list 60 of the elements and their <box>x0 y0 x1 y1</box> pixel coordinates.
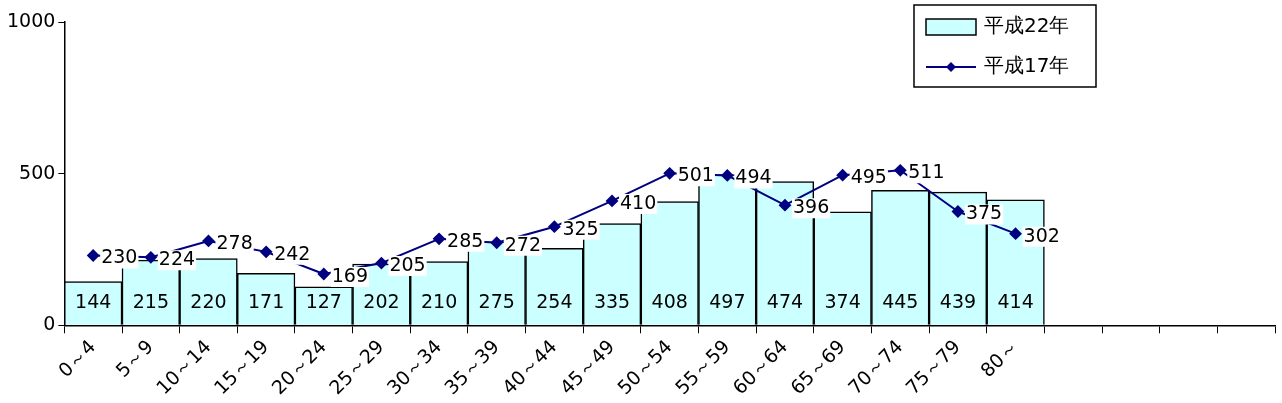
data-label: 224 <box>158 247 196 270</box>
point <box>87 249 100 262</box>
data-label: 215 <box>132 290 169 313</box>
data-label: 495 <box>850 165 887 188</box>
data-label: 285 <box>447 228 484 251</box>
data-label: 474 <box>766 290 804 313</box>
data-label: 275 <box>478 290 515 313</box>
data-label: 127 <box>305 290 342 313</box>
data-label: 439 <box>939 290 977 313</box>
data-label: 375 <box>965 201 1003 224</box>
point <box>144 251 157 264</box>
data-label: 278 <box>216 230 253 253</box>
legend-label: 平成22年 <box>984 13 1070 38</box>
x-tick-label: 0～4 <box>53 335 100 382</box>
data-label: 511 <box>908 160 945 183</box>
data-label: 302 <box>1023 223 1060 246</box>
point <box>721 169 734 182</box>
point <box>490 236 503 249</box>
data-label: 242 <box>274 241 311 264</box>
data-label: 230 <box>101 245 138 268</box>
legend-label: 平成17年 <box>984 53 1070 78</box>
x-tick-label: 75～79 <box>901 335 965 399</box>
data-label: 220 <box>190 290 227 313</box>
data-label: 445 <box>882 290 919 313</box>
point <box>894 164 907 177</box>
y-tick-label: 1000 <box>6 8 56 31</box>
data-label: 169 <box>331 263 369 286</box>
x-tick-label: 80～ <box>975 335 1022 382</box>
point <box>548 220 561 233</box>
x-tick-label: 25～29 <box>324 335 388 399</box>
data-label: 501 <box>677 163 714 186</box>
point <box>778 199 791 212</box>
data-label: 254 <box>536 290 573 313</box>
data-label: 210 <box>420 290 458 313</box>
data-label: 494 <box>735 165 772 188</box>
y-tick-label: 500 <box>19 160 56 183</box>
point <box>433 232 446 245</box>
point <box>1009 227 1022 240</box>
point <box>951 205 964 218</box>
y-tick-label: 0 <box>43 312 56 335</box>
data-label: 202 <box>363 290 400 313</box>
point <box>202 234 215 247</box>
data-label: 205 <box>389 253 426 276</box>
data-label: 171 <box>248 290 285 313</box>
data-label: 272 <box>504 232 541 255</box>
data-label: 335 <box>593 290 631 313</box>
point <box>260 245 273 258</box>
data-label: 396 <box>792 195 830 218</box>
point <box>317 268 330 280</box>
data-label: 144 <box>75 290 112 313</box>
point <box>663 167 676 180</box>
point <box>836 169 849 182</box>
point <box>606 194 619 207</box>
data-label: 374 <box>824 290 861 313</box>
data-label: 410 <box>620 190 657 213</box>
point <box>375 257 388 270</box>
data-label: 497 <box>709 290 746 313</box>
data-label: 414 <box>997 290 1034 313</box>
data-label: 325 <box>562 216 599 239</box>
data-label: 408 <box>651 290 688 313</box>
